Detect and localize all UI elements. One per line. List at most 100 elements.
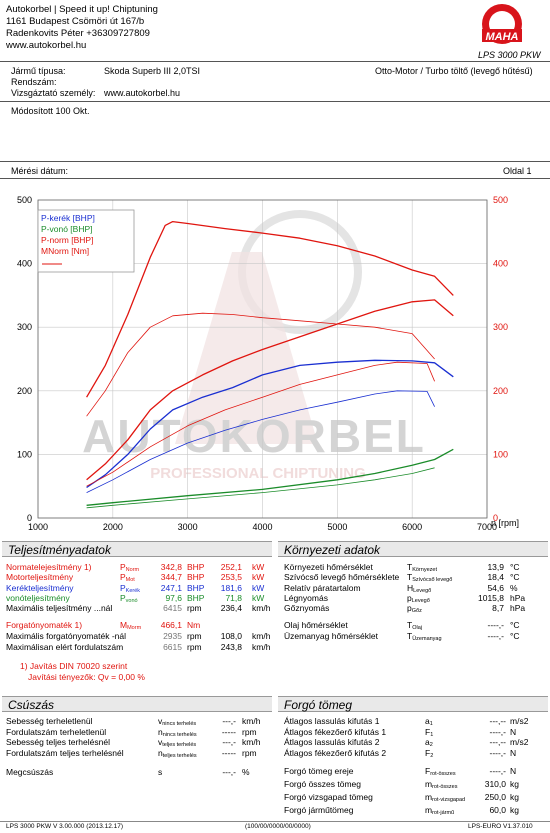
symbol-letter: P [120,572,126,583]
symbol: nnincs terhelés [158,727,197,738]
row-unit: kW [252,562,265,572]
row-value: ---,- [222,716,236,726]
row-value: 18,4 [487,572,504,583]
table-row: Maximálisan elért fordulatszám 6615 rpm 243… [6,642,281,653]
row-value: 252,1 [220,562,242,572]
row-unit: km/h [252,603,271,614]
row-unit: % [510,582,518,593]
row-value: 466,1 [160,620,182,630]
engine-type: Otto-Motor / Turbo töltő (levegő hűtésű) [375,66,533,76]
row-label: Forgó tömeg ereje [284,766,354,776]
row-label: Légnyomás [284,592,328,603]
table-row: Motorteljesítmény PMot 344,7 BHP 253,5 kW [6,572,281,583]
row-unit: hPa [510,592,526,603]
series-line [86,467,435,509]
table-row: Megcsúszás s ---,-% [6,767,281,778]
row-unit: °C [510,630,520,641]
table-row: Átlagos fékezőerő kifutás 1 F1 ----,- N [284,727,549,738]
row-unit: °C [510,562,520,572]
series-line [86,220,454,398]
examiner-value: www.autokorbel.hu [104,88,181,98]
y-tick-label-right: 200 [493,386,508,396]
row-label: Fordulatszám teljes terhelésnél [6,747,124,758]
company-line: Radenkovits Péter +36309727809 [6,28,150,39]
symbol-letter: F [425,766,431,776]
symbol: HLevegő [407,583,431,594]
row-value: ---,-- [489,716,506,726]
company-line: www.autokorbel.hu [6,40,87,51]
table-row: Környezeti hőmérséklet TKörnyezet 13,9 °C [284,562,549,573]
y-tick-label-right: 500 [493,195,508,205]
symbol: Frot-összes [425,766,456,777]
row-value: 1015,8 [478,592,504,603]
footer-left: LPS 3000 PKW V 3.00.000 (2013.12.17) [6,823,124,830]
row-label: Gőznyomás [284,603,330,614]
symbol-subscript: Olaj [412,625,422,631]
footnote-correction: Javítási tényezők: Qv = 0,00 % [28,672,145,682]
row-label: Szívócső levegő hőmérséklete [284,572,400,583]
footnote-din: 1) Javítás DIN 70020 szerint [20,661,128,671]
table-row: Átlagos lassulás kifutás 2 a2 ---,-- m/s2 [284,737,549,748]
x-tick-label: 4000 [252,522,272,532]
symbol-letter: T [407,620,413,630]
row-value: 253,5 [220,572,242,583]
symbol-letter: P [120,592,126,603]
row-value: 181,6 [220,582,242,593]
table-row: Üzemanyag hőmérséklet TÜzemanyag ----,- °C [284,631,549,642]
row-unit: BHP [187,562,205,572]
row-value: 108,0 [220,631,242,641]
symbol-letter: p [407,592,412,603]
y-tick-label-left: 100 [17,449,32,459]
symbol-subscript: rot-vizsgapad [432,797,466,803]
row-label: Sebesség teljes terhelésnél [6,737,110,747]
page-number: Oldal 1 [503,166,532,176]
symbol: pGőz [407,603,422,614]
symbol-subscript: Levegő [413,587,432,594]
symbol: TOlaj [407,620,422,631]
y-tick-label-left: 0 [27,513,32,523]
series-line [86,361,435,487]
y-tick-label-left: 500 [17,195,32,205]
row-label: Maximális teljesítmény ...nál [6,603,113,614]
symbol: PKerék [120,583,140,594]
row-unit: °C [510,620,520,630]
x-tick-label: 1000 [28,522,48,532]
row-label: Olaj hőmérséklet [284,620,348,630]
x-tick-label: 3000 [178,522,198,532]
row-value: 342,8 [160,562,182,572]
symbol: MMorm [120,620,141,631]
series-line [86,312,435,417]
symbol-subscript: 2 [429,742,433,748]
table-row: Kerékteljesítmény PKerék 247,1 BHP 181,6 kW [6,583,281,594]
symbol-subscript: rot-összes [430,771,456,777]
power-curve-chart: AUTOKORBEL PROFESSIONAL CHIPTUNING 1000 2… [17,195,519,532]
symbol-subscript: rot-összes [432,784,458,790]
x-tick-label: 6000 [402,522,422,532]
symbol-subscript: Levegő [411,597,430,604]
symbol-letter: m [425,792,433,802]
symbol: vnincs terhelés [158,716,196,727]
legend-item: P-vonó [BHP] [41,224,93,234]
table-row: Normatelejesítmény 1) PNorm 342,8 BHP 252,1 k… [6,562,281,573]
row-label: Átlagos fékezőerő kifutás 2 [284,747,387,758]
symbol-subscript: nincs terhelés [162,721,197,727]
product-name: LPS 3000 PKW [478,50,541,60]
divider [0,61,550,62]
symbol-subscript: Környezet [412,567,437,573]
footer-center: (100/00/0000/00/0000) [245,823,311,830]
reg-label: Rendszám: [11,77,57,87]
symbol: F2 [425,748,433,759]
row-unit: km/h [252,631,271,641]
row-label: Maximálisan elért fordulatszám [6,642,124,652]
symbol-letter: m [425,805,433,815]
legend-item: P-kerék [BHP] [41,213,95,223]
row-unit: BHP [187,592,205,603]
row-unit: N [510,726,517,737]
symbol-letter: s [158,767,163,777]
symbol-subscript: 2 [430,752,434,759]
row-value: 243,8 [220,642,242,652]
x-axis-label: n [rpm] [491,518,519,528]
symbol: vteljes terhelés [158,737,196,748]
table-row: Forgó vizsgapad tömeg mrot-vizsgapad 250,0… [284,792,549,803]
symbol-letter: n [158,726,163,737]
